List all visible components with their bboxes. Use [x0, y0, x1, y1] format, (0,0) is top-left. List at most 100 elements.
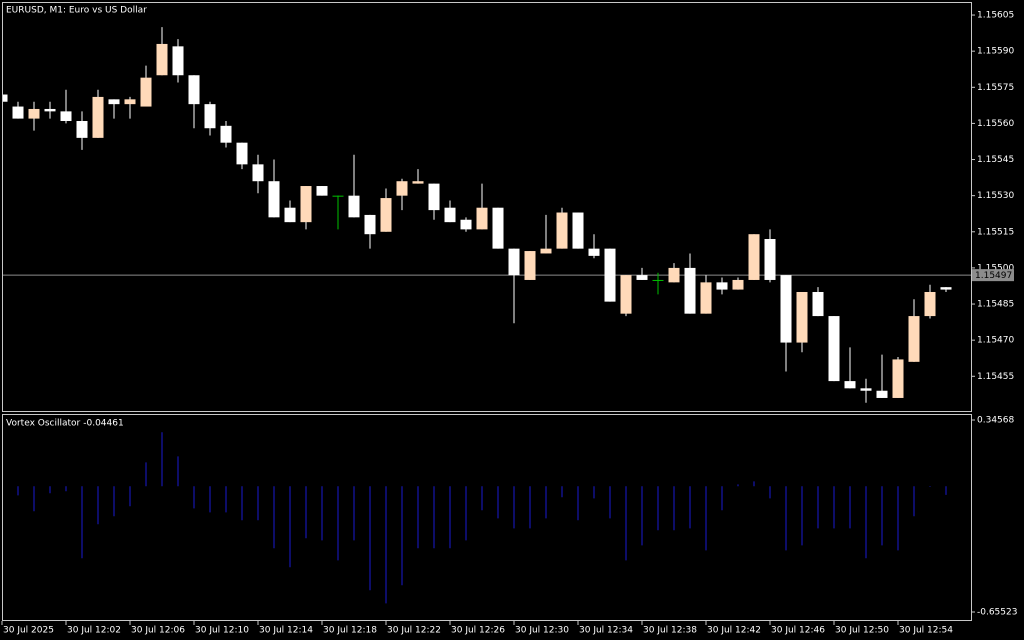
candle-body [108, 99, 120, 105]
candle-body [316, 186, 328, 196]
chart-title: EURUSD, M1: Euro vs US Dollar [6, 6, 147, 16]
candle-body [444, 207, 456, 223]
y-tick-label: 1.15485 [977, 300, 1014, 310]
x-tick-label: 30 Jul 12:18 [323, 626, 377, 636]
candle-body [924, 291, 936, 317]
candle-body [668, 267, 680, 283]
oscillator-value: -0.04461 [83, 419, 123, 429]
candle-body [188, 75, 200, 105]
y-tick-label: 1.15500 [977, 263, 1014, 273]
x-tick-label: 30 Jul 12:30 [515, 626, 569, 636]
sub-panel [17, 432, 947, 604]
candle-body [76, 121, 88, 138]
candle-body [332, 195, 344, 197]
x-tick-label: 30 Jul 12:26 [451, 626, 505, 636]
candle-body [252, 164, 264, 182]
y-tick-label: 1.15470 [977, 336, 1014, 346]
main-panel-frame [2, 2, 972, 412]
x-tick-label: 30 Jul 12:46 [771, 626, 825, 636]
x-tick-label: 30 Jul 12:42 [707, 626, 761, 636]
candle-body [556, 212, 568, 249]
candle-body [396, 181, 408, 196]
x-tick-label: 30 Jul 12:06 [131, 626, 185, 636]
x-tick-label: 30 Jul 12:10 [195, 626, 249, 636]
x-tick-label: 30 Jul 12:54 [899, 626, 953, 636]
candle-body [828, 316, 840, 382]
y-tick-label: 1.15605 [977, 11, 1014, 21]
candle-body [156, 43, 168, 76]
candle-body [684, 267, 696, 314]
candle-body [12, 106, 24, 119]
candle-body [3, 94, 8, 102]
y-tick-label: 1.15530 [977, 191, 1014, 201]
candle-body [812, 291, 824, 317]
candle-body [860, 388, 872, 391]
candle-body [428, 183, 440, 211]
y-tick-label: 1.15545 [977, 155, 1014, 165]
candle-body [796, 291, 808, 343]
candle-body [652, 279, 664, 281]
candle-body [876, 390, 888, 398]
bid-label-box [972, 269, 1014, 282]
x-tick-label: 30 Jul 12:34 [579, 626, 633, 636]
axes: 1.15455 1.15470 1.15485 1.15500 1.15515 1.155… [1, 11, 1017, 636]
y-tick-label: 1.15455 [977, 372, 1014, 382]
candle-body [588, 248, 600, 256]
candle-body [92, 96, 104, 138]
candle-body [220, 125, 232, 143]
candle-body [300, 186, 312, 223]
candle-body [172, 46, 184, 76]
x-tick-label: 30 Jul 12:02 [67, 626, 121, 636]
candle-body [892, 359, 904, 398]
candle-body [236, 142, 248, 165]
candle-body [412, 181, 424, 184]
candle-body [268, 181, 280, 218]
x-tick-label: 30 Jul 12:50 [835, 626, 889, 636]
candle-body [540, 248, 552, 254]
candle-body [844, 381, 856, 389]
candle-body [908, 316, 920, 362]
candle-body [348, 195, 360, 218]
candle-body [748, 234, 760, 280]
candle-body [380, 198, 392, 232]
candle-body [60, 111, 72, 122]
candle-body [284, 207, 296, 223]
candle-body [780, 275, 792, 343]
candle-body [124, 99, 136, 105]
y-tick-label: 1.15515 [977, 227, 1014, 237]
candle-body [204, 104, 216, 129]
candle-body [44, 108, 56, 112]
candle-body [572, 212, 584, 249]
oscillator-title: Vortex Oscillator [6, 419, 81, 429]
candle-body [28, 108, 40, 119]
candle-body [460, 219, 472, 230]
candle-body [492, 207, 504, 249]
candle-body [716, 282, 728, 290]
candle-body [636, 275, 648, 280]
candle-body [364, 214, 376, 235]
candle-body [524, 251, 536, 280]
candle-body [140, 77, 152, 107]
candle-body [940, 287, 952, 290]
x-tick-label: 30 Jul 2025 [3, 626, 54, 636]
candle-body [764, 239, 776, 280]
bid-label: 1.15497 [975, 271, 1012, 281]
candle-body [604, 248, 616, 302]
x-tick-label: 30 Jul 12:14 [259, 626, 313, 636]
candle-body [620, 275, 632, 314]
candle-body [476, 207, 488, 230]
y-tick-label: 1.15575 [977, 83, 1014, 93]
main-panel [3, 27, 971, 403]
y2-tick-label: 0.34568 [977, 416, 1014, 426]
y-tick-label: 1.15590 [977, 47, 1014, 57]
x-tick-label: 30 Jul 12:22 [387, 626, 441, 636]
candle-body [700, 282, 712, 314]
y2-tick-label: -0.65523 [977, 608, 1017, 618]
x-tick-label: 30 Jul 12:38 [643, 626, 697, 636]
sub-panel-frame [2, 414, 972, 621]
y-tick-label: 1.15560 [977, 119, 1014, 129]
candle-body [732, 279, 744, 290]
candle-body [508, 248, 520, 276]
